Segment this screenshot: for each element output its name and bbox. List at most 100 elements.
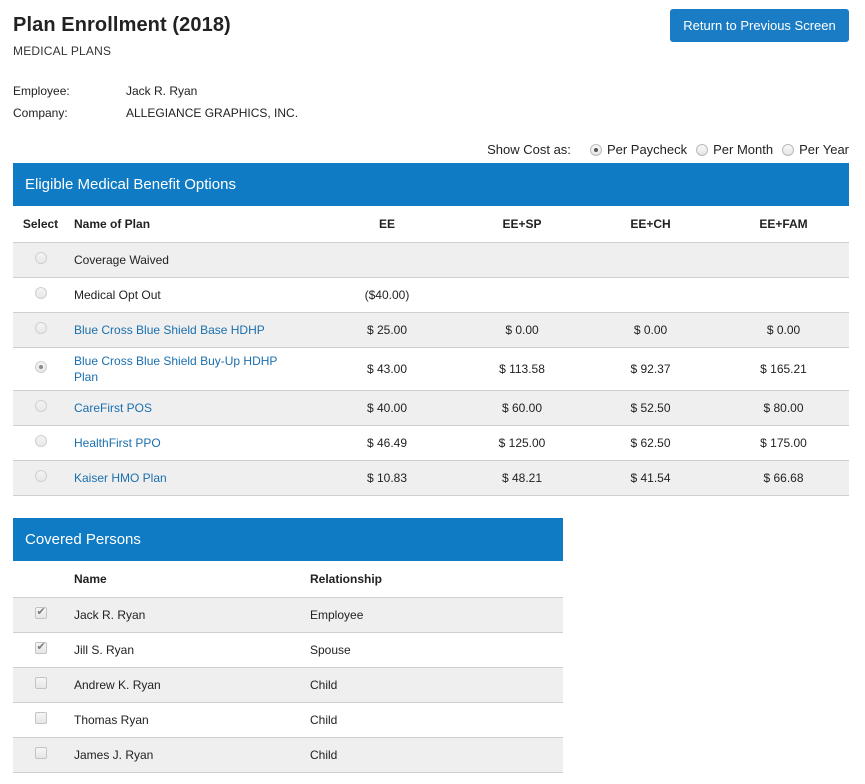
cost-display-toggle: Show Cost as: Per Paycheck Per Month Per Y… <box>487 142 849 157</box>
col-header-ee-fam: EE+FAM <box>759 217 808 232</box>
employee-value: Jack R. Ryan <box>126 84 198 98</box>
plan-cost-ee-fam: $ 175.00 <box>718 424 849 460</box>
include-person-checkbox[interactable] <box>34 677 47 689</box>
include-person-checkbox[interactable] <box>34 712 47 724</box>
col-header-ee: EE <box>378 217 395 232</box>
plan-cost-ee: $ 25.00 <box>313 311 461 347</box>
plan-cost-ee-fam: $ 0.00 <box>718 311 849 347</box>
plan-cost-ee-sp <box>461 276 583 312</box>
page-title: Plan Enrollment (2018) <box>13 14 231 36</box>
plan-name: Coverage Waived <box>74 252 169 267</box>
col-header-name: Name <box>74 572 107 587</box>
col-header-include <box>13 562 68 597</box>
return-to-previous-screen-button[interactable]: Return to Previous Screen <box>670 9 849 42</box>
plan-row[interactable]: Coverage Waived <box>13 241 849 277</box>
covered-person-row[interactable]: Andrew K. Ryan Child <box>13 666 563 702</box>
plan-cost-ee-ch <box>583 241 718 277</box>
col-header-select: Select <box>22 217 59 232</box>
col-header-plan-name: Name of Plan <box>74 217 151 232</box>
page-subtitle: MEDICAL PLANS <box>13 44 112 58</box>
company-value: ALLEGIANCE GRAPHICS, INC. <box>126 106 299 120</box>
plan-cost-ee-fam: $ 66.68 <box>718 459 849 496</box>
cost-option-radio[interactable] <box>782 143 795 156</box>
plans-header-row: Select Name of Plan EE EE+SP EE+CH EE+FA… <box>13 207 849 242</box>
plan-cost-ee: $ 40.00 <box>313 389 461 425</box>
person-relationship: Child <box>310 736 563 773</box>
plan-cost-ee-ch: $ 52.50 <box>583 389 718 425</box>
plan-name-link[interactable]: Kaiser HMO Plan <box>74 470 167 485</box>
cost-option-label: Per Paycheck <box>606 142 688 157</box>
plan-select-radio[interactable] <box>34 287 47 299</box>
plan-row[interactable]: Blue Cross Blue Shield Base HDHP $ 25.00 $… <box>13 311 849 347</box>
plan-row[interactable]: Kaiser HMO Plan $ 10.83 $ 48.21 $ 41.54 $ 66… <box>13 459 849 496</box>
plan-cost-ee-sp <box>461 241 583 277</box>
plan-select-radio[interactable] <box>34 435 47 447</box>
plan-select-radio[interactable] <box>34 400 47 412</box>
covered-person-row[interactable]: James J. Ryan Child <box>13 736 563 773</box>
covered-persons-table: Name Relationship Jack R. RyanEmployeeJi… <box>13 562 563 773</box>
person-name: Jack R. Ryan <box>68 596 310 632</box>
person-relationship: Child <box>310 666 563 702</box>
plan-cost-ee-fam <box>718 276 849 312</box>
plan-cost-ee-ch: $ 62.50 <box>583 424 718 460</box>
covered-person-row[interactable]: Thomas Ryan Child <box>13 701 563 737</box>
eligible-options-heading: Eligible Medical Benefit Options <box>13 163 849 206</box>
plans-table: Select Name of Plan EE EE+SP EE+CH EE+FA… <box>13 207 849 496</box>
cost-option-radio[interactable] <box>589 143 602 156</box>
plan-cost-ee-ch <box>583 276 718 312</box>
cost-option-label: Per Month <box>713 142 774 157</box>
plan-name-link[interactable]: HealthFirst PPO <box>74 435 161 450</box>
person-relationship: Employee <box>310 596 563 632</box>
person-name: James J. Ryan <box>68 736 310 773</box>
covered-persons-heading: Covered Persons <box>13 518 563 561</box>
plan-row[interactable]: HealthFirst PPO $ 46.49 $ 125.00 $ 62.50 $ 1… <box>13 424 849 460</box>
plan-row[interactable]: Blue Cross Blue Shield Buy-Up HDHP Plan $… <box>13 346 849 390</box>
person-name: Thomas Ryan <box>68 701 310 737</box>
plan-select-radio[interactable] <box>34 322 47 334</box>
plan-select-radio[interactable] <box>34 252 47 264</box>
plan-cost-ee-sp: $ 48.21 <box>461 459 583 496</box>
employee-label: Employee: <box>13 84 70 98</box>
cost-option-label: Per Year <box>799 142 849 157</box>
plan-cost-ee-fam: $ 80.00 <box>718 389 849 425</box>
plan-cost-ee-ch: $ 92.37 <box>583 346 718 390</box>
cost-option-per-month[interactable]: Per Month <box>696 142 773 157</box>
plan-select-radio[interactable] <box>34 470 47 482</box>
company-label: Company: <box>13 106 68 120</box>
plan-cost-ee <box>313 241 461 277</box>
person-name: Jill S. Ryan <box>68 631 310 667</box>
plan-name-link[interactable]: Blue Cross Blue Shield Buy-Up HDHP Plan <box>74 353 278 384</box>
persons-header-row: Name Relationship <box>13 562 563 597</box>
plan-row[interactable]: CareFirst POS $ 40.00 $ 60.00 $ 52.50 $ 80.0… <box>13 389 849 425</box>
cost-option-radio[interactable] <box>696 143 709 156</box>
cost-toggle-label: Show Cost as: <box>487 142 571 157</box>
plan-cost-ee-ch: $ 41.54 <box>583 459 718 496</box>
plan-select-radio[interactable] <box>34 361 47 373</box>
person-name: Andrew K. Ryan <box>68 666 310 702</box>
include-person-checkbox[interactable] <box>34 605 47 619</box>
company-info-row: Company: ALLEGIANCE GRAPHICS, INC. <box>13 106 298 120</box>
plan-cost-ee: $ 46.49 <box>313 424 461 460</box>
plan-cost-ee: $ 43.00 <box>313 346 461 390</box>
include-person-checkbox[interactable] <box>34 640 47 654</box>
include-person-checkbox[interactable] <box>34 747 47 759</box>
cost-option-per-paycheck[interactable]: Per Paycheck <box>589 142 688 157</box>
plan-cost-ee-sp: $ 125.00 <box>461 424 583 460</box>
person-relationship: Spouse <box>310 631 563 667</box>
plan-cost-ee-sp: $ 113.58 <box>461 346 583 390</box>
plan-cost-ee-sp: $ 0.00 <box>461 311 583 347</box>
cost-option-per-year[interactable]: Per Year <box>782 142 849 157</box>
plan-cost-ee: ($40.00) <box>313 276 461 312</box>
plan-cost-ee-ch: $ 0.00 <box>583 311 718 347</box>
col-header-ee-ch: EE+CH <box>630 217 671 232</box>
plan-name-link[interactable]: Blue Cross Blue Shield Base HDHP <box>74 322 265 337</box>
plan-cost-ee-fam <box>718 241 849 277</box>
employee-info-row: Employee: Jack R. Ryan <box>13 84 197 98</box>
plan-cost-ee-fam: $ 165.21 <box>718 346 849 390</box>
plan-name: Medical Opt Out <box>74 287 161 302</box>
plan-row[interactable]: Medical Opt Out ($40.00) <box>13 276 849 312</box>
plan-name-link[interactable]: CareFirst POS <box>74 400 153 415</box>
col-header-ee-sp: EE+SP <box>502 217 542 232</box>
